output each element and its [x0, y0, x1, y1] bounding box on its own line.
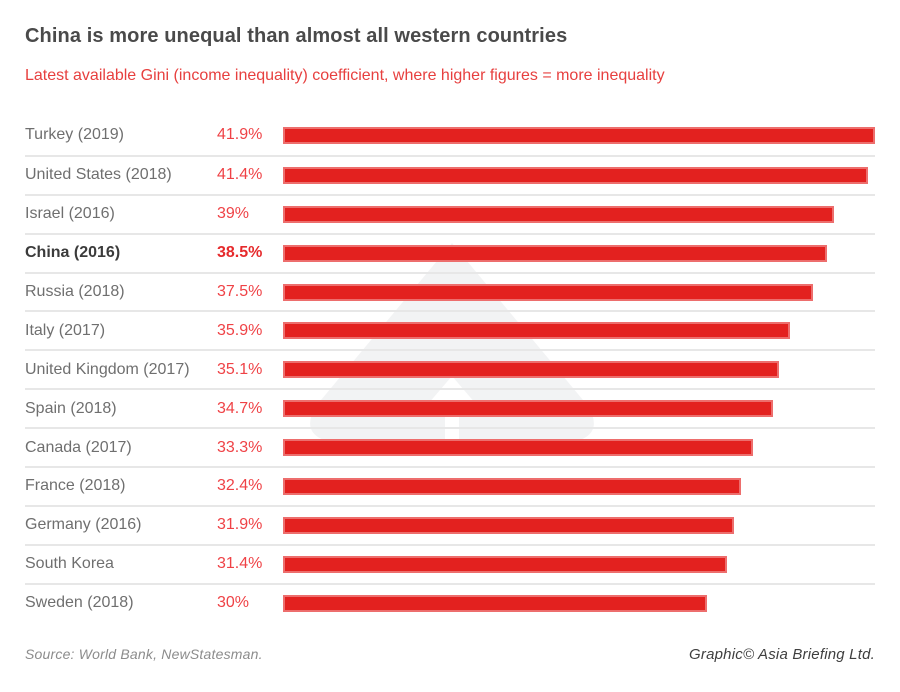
bar — [283, 244, 827, 262]
bar-track — [283, 516, 875, 534]
country-label: Canada (2017) — [25, 438, 132, 456]
country-label: Turkey (2019) — [25, 126, 124, 144]
chart-row: United States (2018) 41.4% — [25, 154, 875, 194]
value-label: 41.9% — [217, 126, 263, 144]
bar — [283, 283, 813, 301]
value-label: 32.4% — [217, 477, 263, 495]
bar — [283, 205, 835, 223]
footer: Source: World Bank, NewStatesman. Graphi… — [25, 646, 875, 663]
value-label: 35.9% — [217, 321, 263, 339]
bar-track — [283, 322, 875, 340]
chart-row: United Kingdom (2017) 35.1% — [25, 349, 875, 388]
value-label: 35.1% — [217, 360, 263, 378]
bar-track — [283, 126, 875, 144]
bar — [283, 126, 875, 144]
value-label: 31.9% — [217, 516, 263, 534]
chart-subtitle: Latest available Gini (income inequality… — [25, 67, 665, 84]
country-label: Russia (2018) — [25, 283, 125, 300]
chart-row: Canada (2017) 33.3% — [25, 427, 875, 466]
bar-track — [283, 283, 875, 301]
value-label: 30% — [217, 594, 250, 612]
country-label: Israel (2016) — [25, 205, 115, 223]
bar-chart: Turkey (2019) 41.9% United States (2018)… — [25, 116, 875, 622]
country-label: South Korea — [25, 555, 114, 573]
chart-row: Russia (2018) 37.5% — [25, 271, 875, 311]
bar-track — [283, 439, 875, 457]
bar-track — [283, 361, 875, 379]
bar-track — [283, 400, 875, 418]
bar — [283, 516, 734, 534]
bar — [283, 439, 754, 457]
bar-track — [283, 205, 875, 223]
page-title: China is more unequal than almost all we… — [25, 25, 568, 47]
chart-row: Spain (2018) 34.7% — [25, 388, 875, 427]
source-note: Source: World Bank, NewStatesman. — [25, 645, 263, 662]
bar — [283, 166, 868, 184]
bar — [283, 400, 774, 418]
bar-track — [283, 477, 875, 495]
chart-row: France (2018) 32.4% — [25, 466, 875, 505]
bar — [283, 555, 727, 573]
bar-track — [283, 244, 875, 262]
bar-track — [283, 166, 875, 184]
value-label: 38.5% — [217, 244, 263, 262]
country-label: United States (2018) — [25, 166, 172, 184]
chart-row: Sweden (2018) 30% — [25, 582, 875, 622]
chart-row: Israel (2016) 39% — [25, 193, 875, 233]
chart-row: Turkey (2019) 41.9% — [25, 116, 875, 155]
chart-row: Italy (2017) 35.9% — [25, 310, 875, 349]
value-label: 33.3% — [217, 438, 263, 456]
bar — [283, 477, 741, 495]
country-label: United Kingdom (2017) — [25, 360, 190, 378]
chart-row: China (2016) 38.5% — [25, 232, 875, 272]
country-label: Italy (2017) — [25, 321, 106, 339]
graphic-credit: Graphic© Asia Briefing Ltd. — [689, 645, 875, 663]
bar-track — [283, 594, 875, 612]
chart-row: Germany (2016) 31.9% — [25, 504, 875, 544]
bar — [283, 322, 791, 340]
bar — [283, 594, 707, 612]
value-label: 41.4% — [217, 166, 263, 184]
value-label: 34.7% — [217, 399, 263, 417]
country-label: France (2018) — [25, 477, 126, 495]
country-label: Spain (2018) — [25, 399, 117, 417]
country-label: Germany (2016) — [25, 516, 142, 534]
bar — [283, 361, 779, 379]
bar-rows: Turkey (2019) 41.9% United States (2018)… — [25, 116, 875, 622]
value-label: 31.4% — [217, 555, 263, 573]
country-label: China (2016) — [25, 244, 121, 262]
value-label: 39% — [217, 205, 250, 223]
bar-track — [283, 555, 875, 573]
value-label: 37.5% — [217, 283, 263, 300]
chart-row: South Korea 31.4% — [25, 543, 875, 583]
country-label: Sweden (2018) — [25, 594, 134, 612]
